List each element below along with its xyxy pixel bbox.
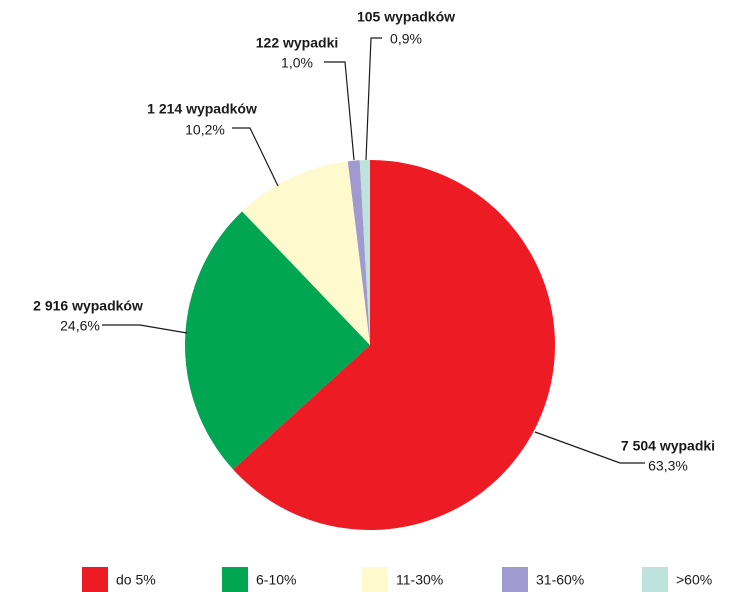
leader-line [324, 61, 355, 161]
percent-label: 10,2% [185, 122, 225, 138]
legend-swatch [502, 567, 528, 592]
pie-slice [184, 211, 370, 470]
value-label: 1 214 wypadków [147, 101, 257, 117]
percent-label: 24,6% [60, 318, 100, 334]
legend-label: 31-60% [536, 572, 584, 588]
leader-line [102, 324, 188, 334]
pie-slice [359, 160, 370, 345]
leader-line [365, 37, 382, 161]
pie-slice [242, 161, 370, 345]
legend-label: 6-10% [256, 572, 296, 588]
percent-label: 1,0% [281, 55, 313, 71]
leader-line [534, 431, 645, 464]
value-label: 122 wypadki [256, 35, 339, 51]
legend-swatch [642, 567, 668, 592]
legend-label: 11-30% [396, 572, 443, 588]
legend-swatch [362, 567, 388, 592]
legend-swatch [82, 567, 108, 592]
pie-slice [233, 160, 555, 530]
legend-label: >60% [676, 572, 712, 588]
leader-line [232, 127, 279, 187]
percent-label: 63,3% [648, 458, 688, 474]
percent-label: 0,9% [390, 31, 422, 47]
value-label: 105 wypadków [357, 9, 455, 25]
value-label: 2 916 wypadków [33, 298, 143, 314]
pie-slice [347, 160, 370, 345]
legend-label: do 5% [116, 572, 156, 588]
value-label: 7 504 wypadki [621, 438, 715, 454]
legend-swatch [222, 567, 248, 592]
